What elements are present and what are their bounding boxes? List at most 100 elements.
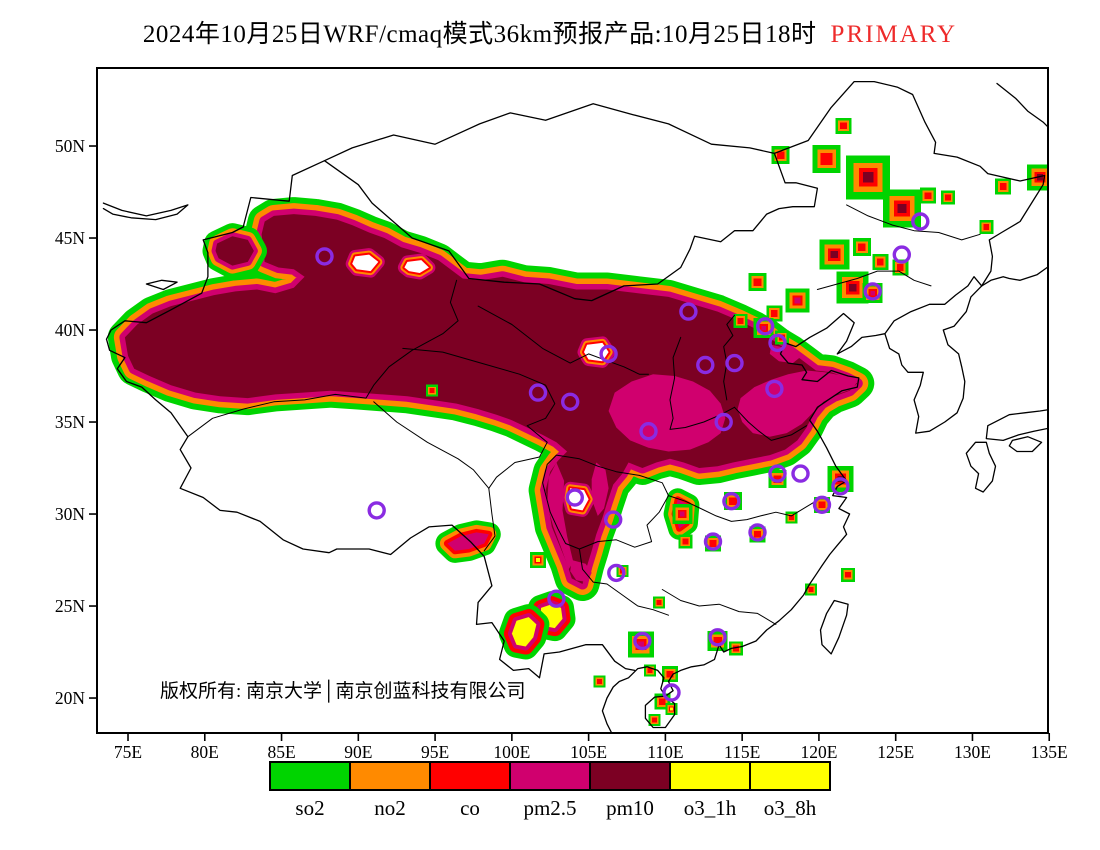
city-marker-circle-22 [607, 563, 626, 583]
city-marker-circle-17 [831, 477, 850, 496]
city-marker-circle-16 [791, 464, 810, 483]
pollution-spot-41 [808, 587, 814, 592]
x-axis-label: 135E [1031, 742, 1068, 762]
y-axis-label: 25N [55, 596, 86, 616]
pollution-spot-34 [656, 599, 662, 605]
honshu-west-line [985, 409, 1048, 442]
taiwan-island-line [819, 599, 849, 655]
lake-balkhash-line [102, 202, 189, 221]
hole-turpan-w [352, 254, 379, 272]
pollution-spot-6 [945, 194, 951, 201]
legend-label-o3_8h: o3_8h [764, 796, 817, 820]
pollution-spot-27 [754, 530, 761, 538]
city-marker-circle-10 [714, 412, 733, 432]
city-marker-circle-27 [911, 212, 930, 231]
pollution-spot-40 [596, 679, 602, 684]
city-marker-circle-29 [863, 282, 882, 301]
korea-line [884, 276, 983, 434]
x-axis-label: 95E [421, 742, 449, 762]
city-marker-circle-21 [703, 532, 723, 551]
pollution-spot-23 [773, 475, 782, 483]
legend-swatch-pm10 [589, 761, 671, 791]
pollution-spot-5 [924, 192, 932, 199]
pollution-spot-18 [771, 310, 778, 317]
pollution-spot-1 [776, 151, 785, 159]
prov-shanxi-hebei-line [723, 314, 735, 401]
x-axis-label: 105E [570, 742, 607, 762]
pollution-spot-19 [737, 317, 744, 324]
city-marker-circle-18 [722, 492, 741, 511]
pollution-spot-32 [536, 558, 540, 562]
x-axis-label: 90E [344, 742, 372, 762]
city-marker-circle-12 [528, 383, 548, 402]
legend-swatch-o3_8h [749, 761, 831, 791]
pm25-tongue-tip [570, 560, 592, 583]
prov-yun-gui-gui-line [578, 548, 669, 616]
city-marker-circle-26 [662, 683, 681, 702]
hainan-island-line [644, 695, 676, 729]
city-marker-circle-9 [639, 422, 658, 441]
pollution-spot-44 [670, 707, 673, 711]
pollution-spot-2 [820, 153, 833, 165]
city-marker-circle-20 [748, 523, 767, 542]
border-west-north-line [105, 80, 1046, 340]
pollution-spot-9 [983, 224, 990, 230]
copyright-text: 版权所有: 南京大学│南京创蓝科技有限公司 [160, 679, 526, 703]
prov-sichuan-line [542, 454, 669, 550]
pollution-spot-30 [682, 538, 689, 545]
pollution-spot-36 [713, 636, 722, 646]
x-axis-label: 85E [267, 742, 295, 762]
pollution-spot-28 [709, 540, 717, 547]
pm25-shanxi-henan [608, 374, 726, 452]
prov-shaanxi-shanxi-line [669, 336, 735, 430]
title-highlight-text: PRIMARY [830, 21, 958, 48]
pollution-spot-26 [818, 501, 826, 509]
shikoku-line [1008, 436, 1043, 453]
legend-swatch-no2 [349, 761, 431, 791]
plot-border [96, 67, 1049, 734]
pollution-spot-4 [897, 204, 907, 214]
legend-label-no2: no2 [374, 796, 406, 820]
prov-yangtze-line [668, 495, 820, 522]
city-marker-circle-7 [768, 333, 787, 353]
pollution-spot-12 [877, 258, 884, 266]
x-axis-label: 75E [114, 742, 142, 762]
pollution-spot-37 [733, 645, 739, 652]
x-axis-label: 115E [724, 742, 760, 762]
pollution-spot-22 [429, 388, 435, 394]
pm25-setibet-strip [447, 532, 489, 551]
pollution-spot-13 [896, 264, 904, 271]
x-axis-label: 80E [191, 742, 219, 762]
city-marker-circle-11 [561, 392, 580, 411]
legend-label-pm10: pm10 [606, 796, 654, 820]
pollution-spot-38 [666, 670, 674, 678]
pollution-spot-16 [753, 278, 762, 286]
pollution-spot-20 [761, 325, 767, 331]
prov-nanling-line [661, 589, 777, 625]
legend-swatch-o3_1h [669, 761, 751, 791]
prov-henan-jiangsu-line [734, 406, 808, 441]
city-marker-circle-3 [599, 344, 618, 364]
prov-gansu-im-line [477, 305, 649, 375]
prov-xinjiang-s-line [187, 279, 459, 438]
city-marker-circle-15 [768, 464, 787, 483]
amur-coast-line [996, 82, 1048, 128]
pollution-spot-24 [729, 497, 737, 505]
x-axis-label: 120E [800, 742, 837, 762]
legend-swatch-co [429, 761, 511, 791]
legend-label-so2: so2 [295, 796, 324, 820]
city-marker-circle-25 [708, 628, 727, 647]
y-axis-label: 40N [55, 320, 86, 340]
city-marker-circle-2 [679, 302, 698, 321]
pollution-spot-8 [1036, 174, 1044, 181]
y-axis-label: 30N [55, 504, 86, 524]
pollution-spot-10 [830, 251, 838, 259]
pollution-spot-14 [848, 283, 857, 292]
x-axis-label: 110E [647, 742, 683, 762]
city-marker-circle-4 [696, 355, 715, 375]
pollution-spot-3 [862, 172, 874, 183]
y-axis-label: 50N [55, 136, 86, 156]
x-axis-label: 125E [877, 742, 914, 762]
city-marker-circle-28 [892, 245, 911, 264]
